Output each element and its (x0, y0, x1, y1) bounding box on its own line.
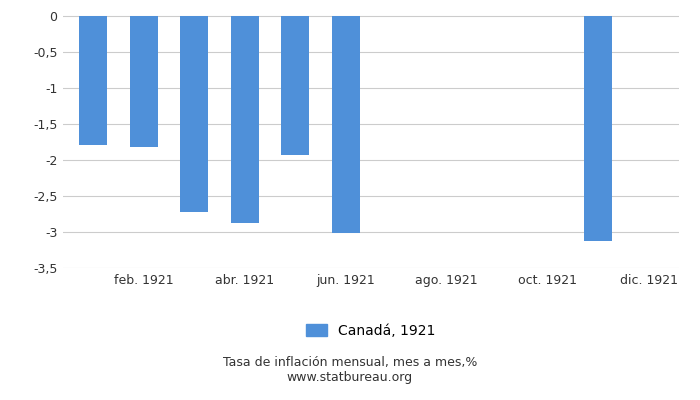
Bar (281, 16, 309, 155)
Legend: Canadá, 1921: Canadá, 1921 (307, 324, 435, 338)
Bar (584, 16, 612, 240)
Bar (130, 16, 158, 147)
Bar (79, 16, 107, 146)
Text: www.statbureau.org: www.statbureau.org (287, 371, 413, 384)
Text: Tasa de inflación mensual, mes a mes,%: Tasa de inflación mensual, mes a mes,% (223, 356, 477, 369)
Bar (332, 16, 360, 233)
Bar (231, 16, 259, 222)
Bar (181, 16, 208, 212)
